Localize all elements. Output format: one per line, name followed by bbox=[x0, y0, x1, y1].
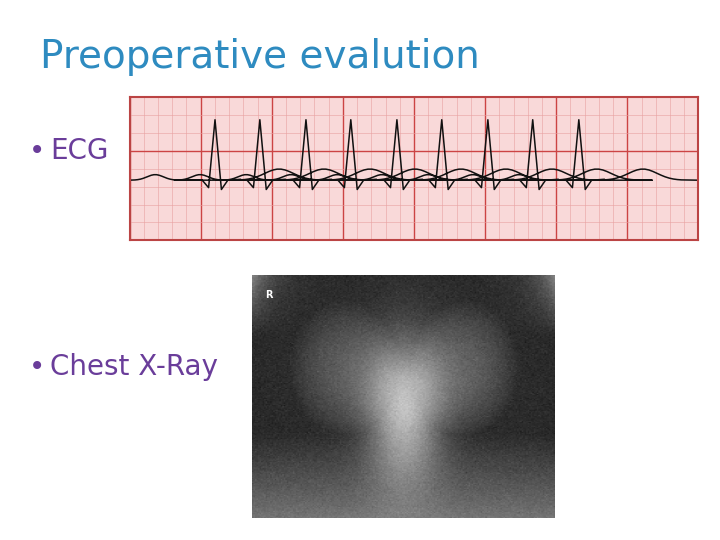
Text: •: • bbox=[29, 137, 45, 165]
Text: Preoperative evalution: Preoperative evalution bbox=[40, 38, 480, 76]
Text: R: R bbox=[265, 290, 272, 300]
Text: Chest X-Ray: Chest X-Ray bbox=[50, 353, 218, 381]
Text: ECG: ECG bbox=[50, 137, 109, 165]
Text: •: • bbox=[29, 353, 45, 381]
